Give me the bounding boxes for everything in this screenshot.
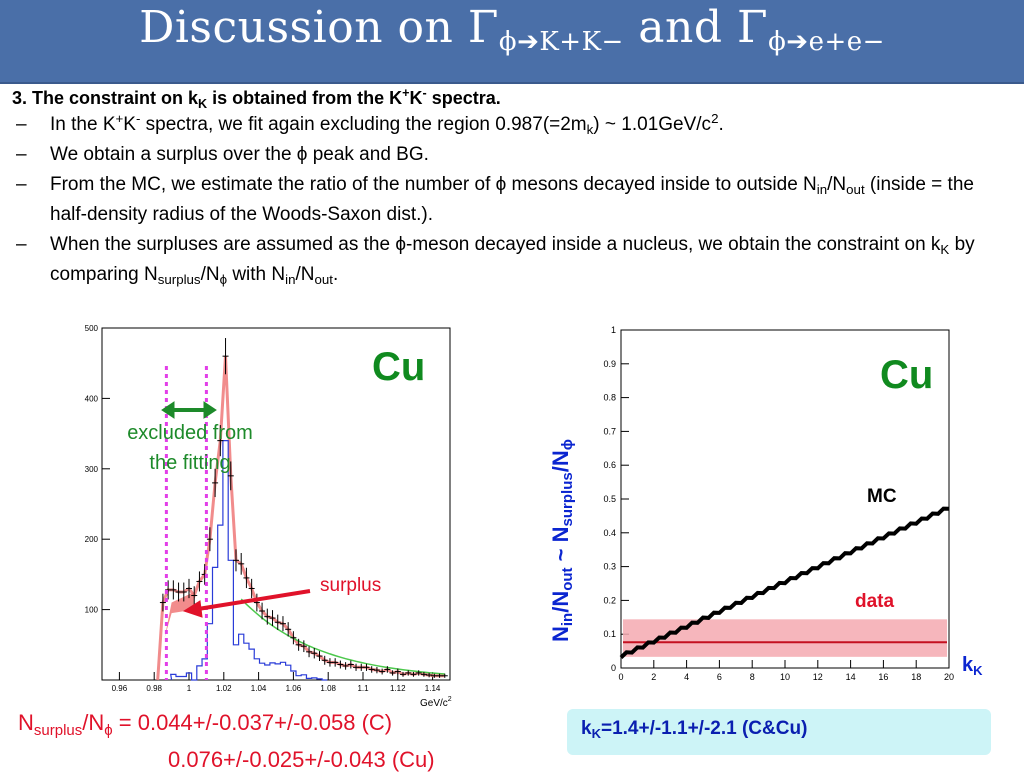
y-tick-label: 1 bbox=[611, 325, 616, 335]
x-tick-label: 1.1 bbox=[357, 684, 369, 693]
x-tick-label: 0.98 bbox=[146, 684, 162, 693]
right-cu-label: Cu bbox=[880, 353, 933, 397]
mc-line bbox=[619, 506, 950, 659]
right-x-axis-label: kK bbox=[962, 654, 983, 678]
x-tick-label: 0.96 bbox=[112, 684, 128, 693]
x-tick-label: 1.14 bbox=[425, 684, 441, 693]
result-text: kK=1.4+/-1.1+/-2.1 (C&Cu) bbox=[581, 718, 808, 741]
title-subscript-1: ϕ➔K+K− bbox=[498, 27, 624, 57]
y-tick-label: 0.1 bbox=[603, 629, 616, 639]
title-subscript-2: ϕ➔e+e− bbox=[768, 27, 885, 57]
left-plot-frame bbox=[101, 327, 451, 681]
y-tick-label: 300 bbox=[85, 465, 99, 474]
x-tick-label: 1.06 bbox=[286, 684, 302, 693]
x-tick-label: 1.02 bbox=[216, 684, 232, 693]
x-tick-label: 20 bbox=[944, 672, 954, 682]
surplus-label: surplus bbox=[320, 575, 382, 596]
y-tick-label: 0.5 bbox=[603, 494, 616, 504]
y-tick-label: 200 bbox=[85, 535, 99, 544]
y-tick-label: 100 bbox=[85, 606, 99, 615]
fit-curve bbox=[156, 356, 445, 681]
title-text: Discussion on Γ bbox=[139, 2, 499, 53]
excluded-label: excluded from the fitting bbox=[127, 422, 253, 474]
result-box: kK=1.4+/-1.1+/-2.1 (C&Cu) bbox=[567, 709, 991, 755]
y-tick-label: 0.9 bbox=[603, 359, 616, 369]
title-and: and Γ bbox=[623, 2, 769, 53]
x-tick-label: 2 bbox=[651, 672, 656, 682]
y-tick-label: 0 bbox=[611, 663, 616, 673]
x-tick-label: 14 bbox=[846, 672, 856, 682]
kk-spectrum-histogram: 0.96 0.98 1 1.02 1.04 1.06 1.08 1.1 1.12 1.14 100 2… bbox=[85, 324, 452, 709]
x-tick-label: 16 bbox=[878, 672, 888, 682]
x-tick-label: 1.12 bbox=[390, 684, 406, 693]
bullet-list: 3. The constraint on kK is obtained from… bbox=[12, 86, 1012, 290]
bullet-item-1: – In the K+K- spectra, we fit again exclu… bbox=[16, 111, 724, 137]
y-tick-label: 0.7 bbox=[603, 426, 616, 436]
y-tick-label: 400 bbox=[85, 394, 99, 403]
surplus-ratio-text: Nsurplus/Nϕ = 0.044+/-0.037+/-0.058 (C) … bbox=[18, 710, 435, 772]
x-tick-label: 10 bbox=[780, 672, 790, 682]
data-error-band bbox=[623, 619, 947, 657]
x-tick-label: 1 bbox=[187, 684, 192, 693]
y-tick-label: 0.4 bbox=[603, 528, 616, 538]
y-tick-label: 0.2 bbox=[603, 595, 616, 605]
slide-title: Discussion on Γϕ➔K+K− and Γϕ➔e+e− bbox=[0, 2, 1024, 57]
y-tick-label: 500 bbox=[85, 324, 99, 333]
left-cu-label: Cu bbox=[372, 345, 425, 389]
x-tick-label: 1.08 bbox=[320, 684, 336, 693]
y-tick-label: 0.3 bbox=[603, 562, 616, 572]
x-tick-label: 4 bbox=[684, 672, 689, 682]
x-tick-label: 8 bbox=[750, 672, 755, 682]
bullet-item-4: – When the surpluses are assumed as the ϕ… bbox=[16, 234, 975, 287]
background-curve bbox=[240, 598, 445, 675]
mc-label: MC bbox=[867, 486, 897, 507]
signal-histogram bbox=[169, 440, 328, 681]
surplus-arrow bbox=[182, 589, 311, 618]
y-tick-label: 0.8 bbox=[603, 393, 616, 403]
bullet-heading: 3. The constraint on kK is obtained from… bbox=[12, 86, 501, 111]
x-tick-label: 18 bbox=[911, 672, 921, 682]
x-tick-label: 12 bbox=[813, 672, 823, 682]
excluded-region-arrow bbox=[161, 401, 217, 419]
x-tick-label: 6 bbox=[717, 672, 722, 682]
x-tick-label: 0 bbox=[618, 672, 623, 682]
bullet-item-3: – From the MC, we estimate the ratio of t… bbox=[16, 174, 974, 225]
x-tick-label: 1.04 bbox=[251, 684, 267, 693]
ratio-vs-kk-plot: 0 2 4 6 8 10 12 14 16 18 20 0 0.1 0.2 0.3 0.4 0.5 0.6 0.7 0… bbox=[603, 325, 954, 682]
surplus-fill bbox=[164, 592, 195, 638]
right-y-axis-label: Nin/Nout ~ Nsurplus/Nϕ bbox=[548, 439, 576, 642]
y-tick-label: 0.6 bbox=[603, 460, 616, 470]
title-bar: Discussion on Γϕ➔K+K− and Γϕ➔e+e− bbox=[0, 0, 1024, 84]
data-label: data bbox=[855, 591, 895, 612]
bullet-item-2: – We obtain a surplus over the ϕ peak and… bbox=[16, 144, 429, 165]
xunit-label: GeV/c2 bbox=[420, 696, 452, 709]
